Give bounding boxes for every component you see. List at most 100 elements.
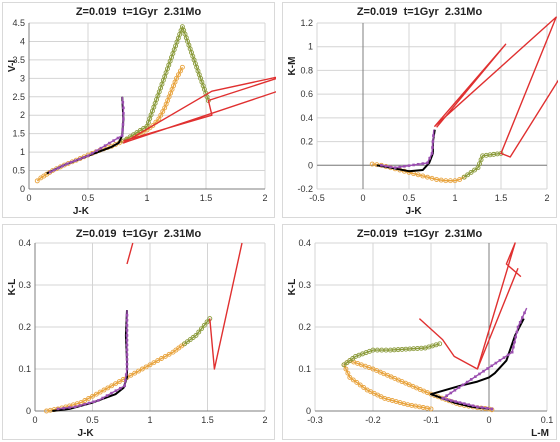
y-axis-label: K-L — [287, 279, 298, 296]
data-point — [389, 165, 392, 169]
x-tick-label: 1 — [144, 193, 149, 203]
data-point — [384, 164, 388, 168]
data-point — [490, 364, 494, 368]
data-point — [125, 353, 129, 356]
y-tick-label: 0.3 — [298, 280, 311, 290]
data-point — [458, 401, 462, 404]
data-point — [398, 165, 402, 169]
data-point — [112, 139, 115, 142]
data-point — [429, 175, 435, 181]
data-point — [125, 348, 129, 352]
data-point — [179, 64, 185, 70]
chart-title: Z=0.019 t=1Gyr 2.31Mo — [356, 228, 483, 240]
data-point — [124, 378, 127, 382]
data-point — [393, 166, 397, 169]
y-axis-label: K-M — [287, 57, 298, 76]
data-point — [113, 381, 118, 387]
data-point — [176, 72, 181, 78]
data-point — [34, 178, 40, 184]
y-tick-label: 1.2 — [300, 18, 313, 28]
data-point — [343, 366, 349, 372]
data-point — [118, 386, 122, 390]
data-point — [441, 397, 444, 400]
series-line — [441, 307, 528, 410]
data-point — [428, 156, 431, 160]
data-point — [150, 123, 156, 129]
data-point — [69, 160, 73, 164]
data-point — [476, 405, 479, 409]
data-point — [521, 316, 524, 319]
data-point — [162, 353, 168, 359]
data-point — [139, 366, 145, 372]
data-point — [523, 311, 526, 315]
chart-title: Z=0.019 t=1Gyr 2.31Mo — [356, 6, 483, 18]
x-tick-label: -0.3 — [307, 415, 323, 425]
data-point — [457, 177, 463, 182]
data-point — [61, 164, 64, 168]
x-tick-label: 0.5 — [403, 193, 416, 203]
x-tick-label: 1 — [147, 415, 152, 425]
y-tick-label: 0.2 — [18, 322, 31, 332]
data-point — [90, 393, 95, 399]
data-point — [403, 165, 406, 168]
data-point — [82, 398, 88, 403]
data-point — [204, 319, 210, 325]
data-point — [468, 169, 474, 175]
x-axis-label: J-K — [78, 428, 95, 439]
data-point — [354, 379, 360, 385]
data-point — [361, 385, 367, 390]
data-point — [407, 164, 411, 167]
data-point — [518, 320, 522, 324]
y-tick-label: 0.1 — [18, 364, 31, 374]
data-point — [125, 318, 129, 322]
data-point — [475, 165, 481, 171]
y-tick-label: 0 — [20, 184, 25, 194]
data-point — [445, 398, 449, 401]
chart-panel-kl-vs-lm: Z=0.019 t=1Gyr 2.31Mo -0.3 -0.2 -0.1 0 0.1 0 0… — [282, 224, 557, 440]
data-point — [78, 157, 81, 161]
series-line — [123, 26, 210, 142]
y-tick-label: 0.4 — [300, 113, 313, 123]
y-axis-label: K-L — [7, 279, 18, 296]
data-point — [78, 404, 82, 407]
data-point — [415, 172, 421, 178]
data-point — [465, 172, 471, 178]
x-tick-label: 2 — [262, 415, 267, 425]
data-point — [421, 162, 425, 165]
data-point — [426, 161, 429, 165]
data-point — [147, 362, 153, 368]
chart-panel-km-vs-jk: Z=0.019 t=1Gyr 2.31Mo -0.5 0 0.5 1 1.5 2 -0.2 0… — [282, 2, 558, 218]
data-point — [124, 373, 128, 376]
data-point — [196, 329, 202, 335]
data-point — [82, 156, 86, 159]
data-point — [512, 345, 515, 349]
data-point — [156, 116, 162, 122]
data-point — [463, 402, 466, 405]
chart-svg: -0.5 0 0.5 1 1.5 2 -0.2 0 0.2 0.4 0.6 0.8 1 1.2 J-K K-M — [287, 16, 558, 217]
data-point — [95, 149, 98, 153]
data-point — [116, 136, 120, 140]
data-point — [93, 391, 99, 397]
data-point — [485, 406, 489, 410]
y-tick-label: 4 — [20, 36, 25, 46]
y-tick-label: 0.6 — [300, 89, 313, 99]
data-point — [461, 383, 465, 387]
series-line — [476, 267, 519, 370]
chart-title: Z=0.019 t=1Gyr 2.31Mo — [75, 6, 202, 18]
data-point — [108, 141, 111, 145]
data-point — [121, 101, 125, 104]
data-point — [92, 400, 95, 404]
data-point — [99, 146, 103, 150]
data-point — [453, 388, 457, 392]
y-tick-label: 0.4 — [298, 238, 311, 248]
data-point — [490, 407, 494, 411]
data-point — [136, 368, 141, 374]
data-point — [125, 358, 129, 361]
y-axis-label: V-I — [7, 60, 18, 72]
chart-svg: 0 0.5 1 1.5 2 0 0.1 0.2 0.3 0.4 J-K K-L — [7, 238, 268, 439]
y-tick-label: -0.2 — [297, 184, 313, 194]
data-point — [125, 324, 129, 327]
data-point — [159, 356, 164, 361]
data-point — [369, 161, 375, 167]
data-point — [199, 326, 204, 332]
